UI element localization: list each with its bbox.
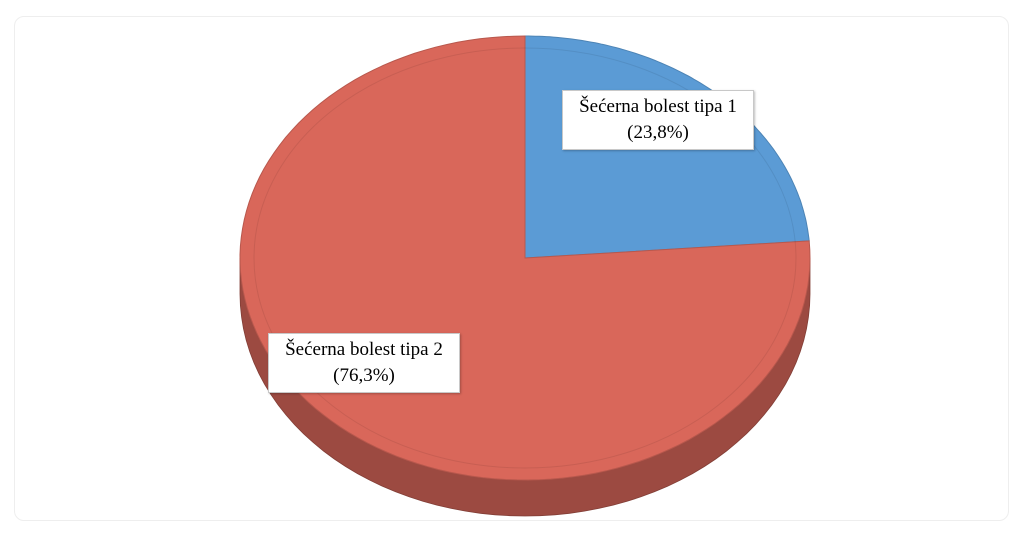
chart-frame	[14, 16, 1009, 521]
data-label: Šećerna bolest tipa 1 (23,8%)	[562, 90, 754, 150]
pie-highlight	[253, 47, 797, 469]
data-label: Šećerna bolest tipa 2 (76,3%)	[268, 333, 460, 393]
